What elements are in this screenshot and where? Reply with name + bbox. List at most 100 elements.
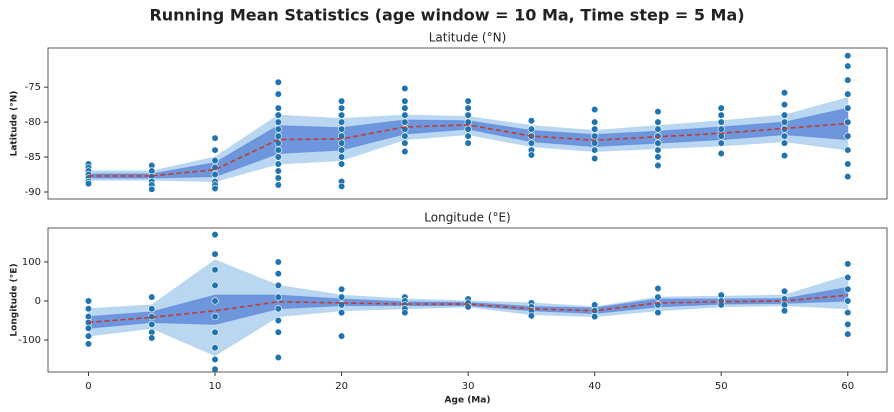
data-point [464,97,472,105]
data-point [211,134,219,142]
data-point [211,344,219,352]
data-point [211,250,219,258]
data-point [274,270,282,278]
data-point [211,365,219,373]
data-point [337,146,346,154]
data-point [274,258,282,266]
data-point [211,328,219,336]
data-point [844,76,852,84]
data-point [337,285,346,293]
data-point [717,111,725,119]
data-point [274,160,282,168]
x-tick-label: 60 [841,381,854,392]
y-tick-label: -90 [25,187,41,198]
data-point [527,117,536,125]
figure-title: Running Mean Statistics (age window = 10… [149,6,744,25]
data-point [211,281,219,289]
data-point [591,146,599,154]
panel-title: Latitude (°N) [429,31,507,45]
data-point [401,97,409,105]
data-point [274,104,282,112]
data-point [274,328,282,336]
data-point [274,78,282,86]
data-point [844,132,852,140]
plot-frame [47,227,888,373]
data-point [844,62,852,70]
data-point [337,139,346,147]
y-tick-label: -80 [25,117,41,128]
data-point [148,185,156,193]
data-point [654,293,662,301]
data-point [337,309,346,317]
mean-line [88,122,848,177]
data-point [274,293,282,301]
data-point [148,293,156,301]
data-point [844,90,852,98]
data-point [84,297,93,305]
data-point [337,125,346,133]
data-point [148,305,156,313]
y-tick-label: -75 [25,82,41,93]
data-point [274,153,282,161]
data-point [464,125,472,133]
data-point [274,167,282,175]
data-point [211,170,219,179]
data-point [274,132,282,140]
x-tick-label: 50 [715,381,728,392]
data-point [337,293,346,301]
data-point [337,118,346,126]
data-point [84,340,93,348]
data-point [591,154,599,163]
x-tick-label: 20 [335,381,348,392]
data-point [844,160,852,168]
data-point [844,118,852,126]
data-point [337,104,346,112]
data-point [84,305,93,313]
data-point [337,111,346,119]
data-point [844,273,852,282]
data-point [717,104,725,112]
data-point [274,281,282,289]
data-point [591,132,599,140]
data-point [401,104,409,112]
data-point [401,147,409,156]
panel-title: Longitude (°E) [424,211,510,225]
data-point [84,180,93,188]
data-point [148,334,156,342]
y-tick-label: -85 [25,152,41,163]
y-axis-label: Longitude (°E) [10,263,20,336]
data-point [844,320,852,328]
data-point [464,132,472,140]
data-point [401,84,409,93]
data-point [274,316,282,325]
data-point [844,309,852,317]
data-point [464,139,472,147]
data-point [337,332,346,340]
data-point [780,132,789,140]
data-point [211,184,219,193]
data-point [780,89,789,97]
data-point [337,160,346,168]
data-point [844,173,852,181]
data-point [274,181,282,189]
data-point [211,266,219,274]
x-tick-label: 40 [588,381,601,392]
data-point [717,139,725,147]
data-point [527,125,536,133]
data-point [654,108,662,116]
data-point [84,324,93,332]
data-point [717,149,725,158]
data-point [401,139,409,147]
data-point [401,118,409,126]
data-point [591,105,599,114]
data-point [211,312,219,321]
data-point [401,132,409,140]
data-point [274,90,282,98]
data-point [211,156,219,165]
data-point [591,312,599,321]
data-point [274,305,282,313]
data-point [780,111,789,119]
data-point [527,312,536,320]
data-point [527,151,536,159]
